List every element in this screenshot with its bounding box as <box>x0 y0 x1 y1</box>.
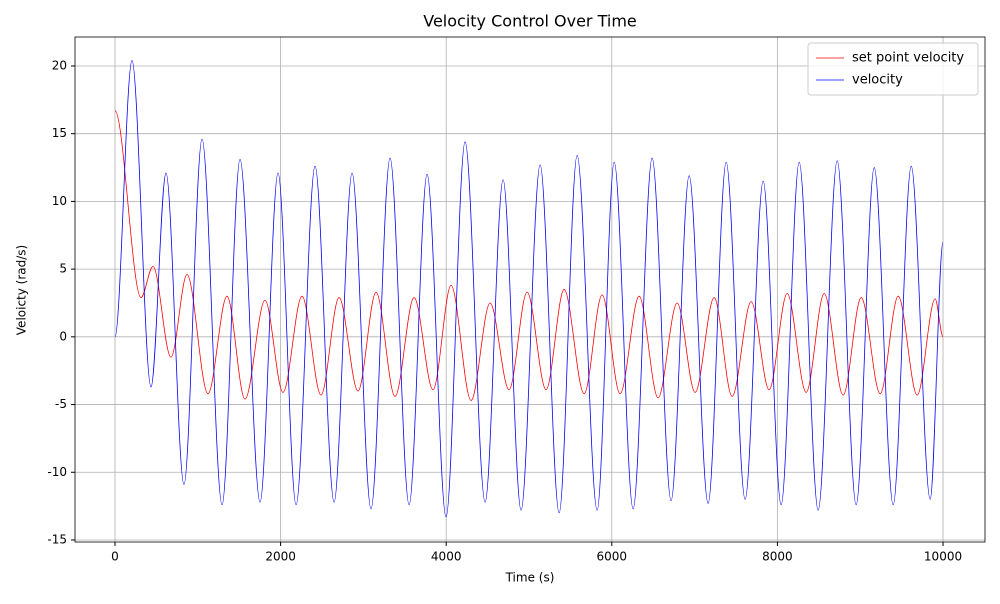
legend-label: velocity <box>852 73 903 88</box>
y-tick-label: 15 <box>52 126 67 140</box>
legend-box <box>807 42 979 96</box>
x-tick-label: 4000 <box>431 550 462 564</box>
legend-label: set point velocity <box>852 51 964 66</box>
y-tick-label: 5 <box>59 262 67 276</box>
x-axis-label: Time (s) <box>505 571 555 585</box>
chart-title: Velocity Control Over Time <box>423 12 637 31</box>
y-tick-label: -15 <box>47 532 67 546</box>
legend: set point velocity velocity <box>807 42 979 96</box>
x-tick-label: 8000 <box>762 550 793 564</box>
x-tick-label: 2000 <box>265 550 296 564</box>
series-line <box>114 60 944 518</box>
x-tick-label: 10000 <box>924 550 962 564</box>
series-line <box>114 110 944 401</box>
y-tick-label: 0 <box>59 329 67 343</box>
x-tick-label: 6000 <box>597 550 628 564</box>
y-tick-label: 20 <box>52 58 67 72</box>
y-tick-label: -10 <box>47 465 67 479</box>
plot-frame <box>74 36 986 543</box>
y-axis-label: Veloicty (rad/s) <box>15 245 29 335</box>
y-tick-label: 10 <box>52 194 67 208</box>
y-tick-label: -5 <box>55 397 67 411</box>
x-tick-label: 0 <box>111 550 119 564</box>
